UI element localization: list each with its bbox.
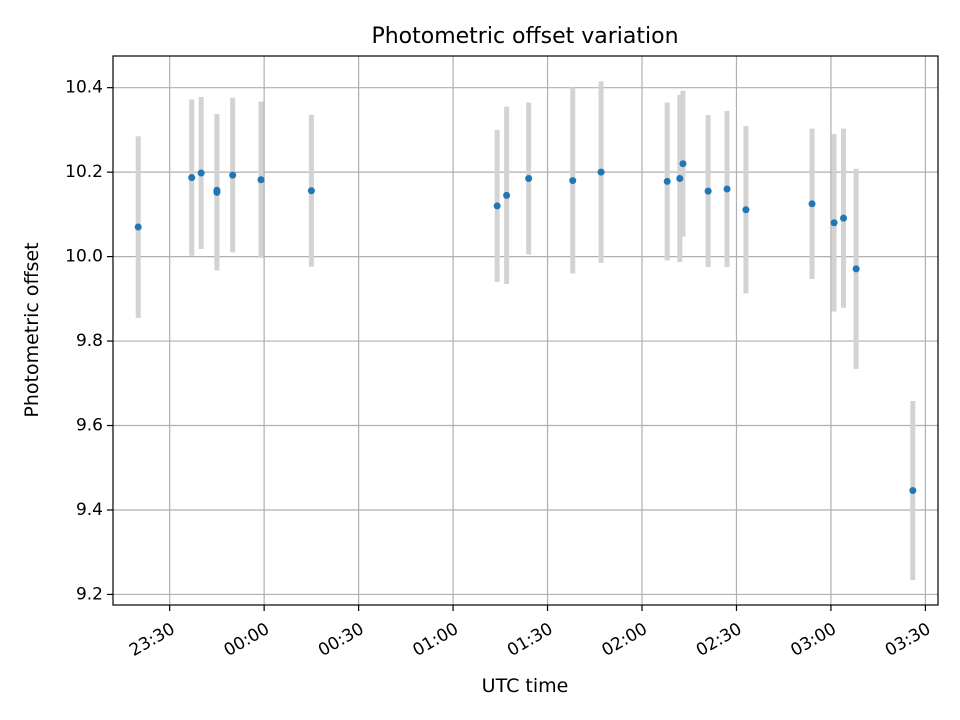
data-point (493, 202, 501, 210)
data-points (134, 160, 917, 495)
data-point (257, 176, 265, 184)
data-point (597, 168, 605, 176)
grid (113, 56, 938, 605)
plot-frame (112, 55, 939, 606)
data-point (808, 200, 816, 208)
data-point (840, 214, 848, 222)
y-axis-ticks: 9.2 9.4 9.6 9.8 10.0 10.2 10.4 (65, 78, 113, 604)
data-point (134, 223, 142, 231)
data-point (188, 174, 196, 182)
data-point (197, 169, 205, 177)
chart-title: Photometric offset variation (371, 24, 678, 49)
y-tick-label: 9.4 (76, 500, 103, 520)
y-tick-label: 9.6 (76, 416, 103, 436)
data-point (503, 191, 511, 199)
y-axis-label: Photometric offset (21, 242, 43, 417)
data-point (307, 187, 315, 195)
data-point (723, 185, 731, 193)
data-point (229, 171, 237, 179)
y-tick-label: 10.2 (65, 162, 103, 182)
data-point (525, 174, 533, 182)
data-point (704, 187, 712, 195)
data-point (679, 160, 687, 168)
data-point (909, 487, 917, 495)
y-tick-label: 9.8 (76, 331, 103, 351)
x-axis-label: UTC time (482, 675, 569, 697)
data-point (569, 177, 577, 185)
data-point (830, 219, 838, 227)
data-point (742, 206, 750, 214)
y-tick-label: 9.2 (76, 584, 103, 604)
data-point (663, 177, 671, 185)
data-point (852, 265, 860, 273)
y-tick-label: 10.4 (65, 78, 103, 98)
data-point (213, 186, 221, 194)
y-tick-label: 10.0 (65, 247, 103, 267)
data-point (676, 174, 684, 182)
